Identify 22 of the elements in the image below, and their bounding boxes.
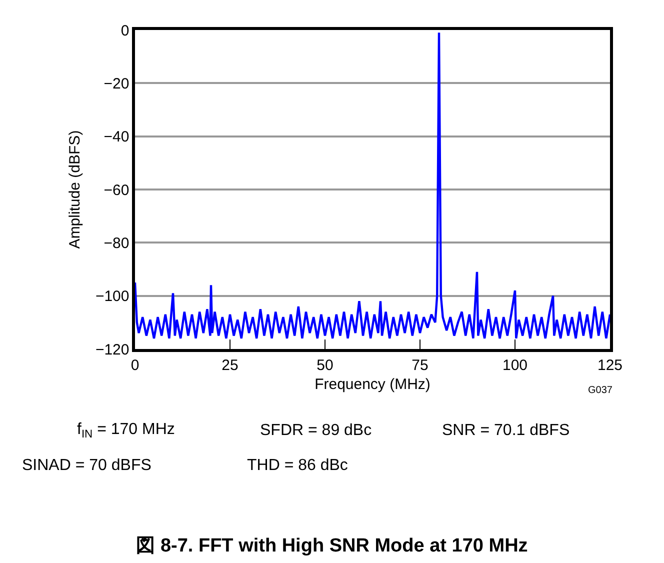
x-tick-label: 100 [502,356,528,374]
text: G037 [588,385,613,396]
x-tick-label: 125 [597,356,623,374]
y-axis-title: Amplitude (dBFS) [66,130,84,249]
text: 図 8-7. FFT with High SNR Mode at 170 MHz [136,536,528,557]
y-tick-label: −80 [104,234,130,252]
text: SFDR = 89 dBc [260,422,372,439]
x-tick-label: 50 [316,356,334,374]
text: THD = 86 dBc [247,457,348,474]
y-tick-label: −100 [95,288,130,306]
y-tick-label: 0 [120,22,130,40]
line-series [135,32,610,340]
x-tick-label: 75 [412,356,428,374]
y-tick-label: −60 [104,182,130,199]
x-axis-title: Frequency (MHz) [314,376,430,393]
y-tick-label: −20 [104,75,130,92]
y-tick-label: −40 [104,128,130,146]
y-tick-label: −120 [95,341,130,358]
text: f$_{IN}$ = 170 MHz [77,421,175,440]
x-tick-label: 25 [222,356,238,374]
text: SNR = 70.1 dBFS [442,422,570,439]
text: SINAD = 70 dBFS [22,457,152,474]
